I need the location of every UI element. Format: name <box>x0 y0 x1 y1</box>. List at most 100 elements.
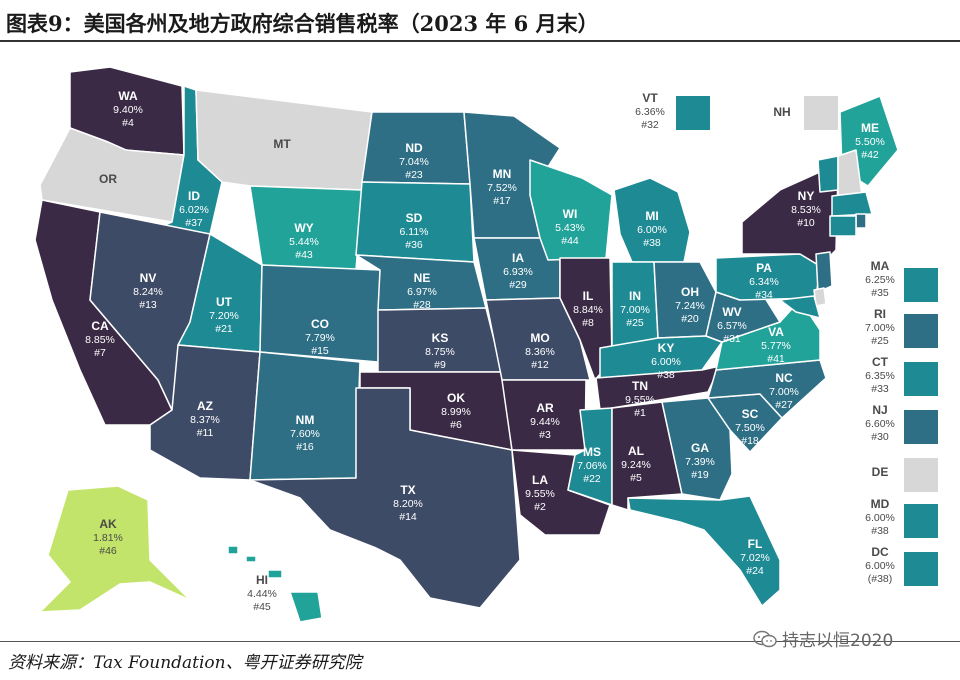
state-label-pa-rank: #34 <box>755 289 773 301</box>
legend-label-dc-rate: 6.00% <box>865 560 895 572</box>
legend-label-ri-rate: 7.00% <box>865 322 895 334</box>
legend-label-nh-abbr: NH <box>773 105 790 119</box>
state-label-ga-abbr: GA <box>691 441 709 455</box>
state-label-co-abbr: CO <box>311 317 329 331</box>
source-note: 资料来源：Tax Foundation、粤开证券研究院 <box>8 653 362 673</box>
state-ma <box>831 191 873 217</box>
state-label-wy-rate: 5.44% <box>289 236 319 248</box>
state-label-ia-rank: #29 <box>509 279 527 291</box>
legend-box-md <box>904 504 938 538</box>
state-label-co-rank: #15 <box>311 345 329 357</box>
state-label-tx-rate: 8.20% <box>393 498 423 510</box>
state-label-sd-abbr: SD <box>406 211 423 225</box>
state-label-ca-rank: #7 <box>94 347 106 359</box>
state-label-wy-rank: #43 <box>295 249 313 261</box>
state-label-ak-rank: #46 <box>99 545 117 557</box>
title-divider <box>0 40 960 42</box>
state-label-nv-abbr: NV <box>140 271 157 285</box>
legend-label-nj-rate: 6.60% <box>865 418 895 430</box>
state-label-al-rate: 9.24% <box>621 459 651 471</box>
state-label-nd-rate: 7.04% <box>399 156 429 168</box>
state-hi-islands <box>227 545 283 579</box>
state-label-ca-abbr: CA <box>91 319 109 333</box>
state-label-il-rate: 8.84% <box>573 304 603 316</box>
state-label-ms-rank: #22 <box>583 473 601 485</box>
state-label-ar-abbr: AR <box>536 401 554 415</box>
state-label-wv-abbr: WV <box>722 305 741 319</box>
state-label-nc-rank: #27 <box>775 399 793 411</box>
state-md <box>779 295 821 319</box>
state-label-ar-rank: #3 <box>539 429 551 441</box>
state-ny <box>741 171 839 267</box>
state-label-mn-abbr: MN <box>493 167 512 181</box>
state-label-me-rank: #42 <box>861 149 879 161</box>
state-label-ms-abbr: MS <box>583 445 601 459</box>
legend-box-nj <box>904 410 938 444</box>
legend-label-de-abbr: DE <box>872 465 889 479</box>
state-label-la-rate: 9.55% <box>525 488 555 500</box>
state-label-sd-rank: #36 <box>405 239 423 251</box>
legend-label-vt-rate: 6.36% <box>635 106 665 118</box>
state-label-oh-rank: #20 <box>681 313 699 325</box>
legend-label-md-rank: #38 <box>871 525 889 537</box>
state-label-or-abbr: OR <box>99 172 117 186</box>
state-label-nc-rate: 7.00% <box>769 386 799 398</box>
legend-label-ri-abbr: RI <box>874 307 886 321</box>
state-label-me-rate: 5.50% <box>855 136 885 148</box>
state-label-mi-abbr: MI <box>645 209 658 223</box>
state-label-ak-rate: 1.81% <box>93 532 123 544</box>
legend-label-nj-abbr: NJ <box>872 403 887 417</box>
state-label-mn-rate: 7.52% <box>487 182 517 194</box>
state-label-pa-rate: 6.34% <box>749 276 779 288</box>
state-label-wy-abbr: WY <box>294 221 313 235</box>
state-label-ok-rank: #6 <box>450 419 462 431</box>
state-nj <box>815 251 833 293</box>
state-label-fl-abbr: FL <box>748 537 763 551</box>
state-ri <box>855 213 867 229</box>
state-label-ut-rank: #21 <box>215 323 233 335</box>
state-label-ca-rate: 8.85% <box>85 334 115 346</box>
state-label-in-abbr: IN <box>629 289 641 303</box>
legend-box-dc <box>904 552 938 586</box>
state-il <box>559 257 613 381</box>
state-label-id-rate: 6.02% <box>179 204 209 216</box>
state-label-ky-rate: 6.00% <box>651 356 681 368</box>
state-label-ms-rate: 7.06% <box>577 460 607 472</box>
watermark: 持志以恒2020 <box>752 626 893 651</box>
wechat-icon <box>753 630 777 647</box>
state-label-tn-rank: #1 <box>634 407 646 419</box>
legend-label-ct-abbr: CT <box>872 355 889 369</box>
state-label-il-abbr: IL <box>583 289 594 303</box>
legend-label-ri-rank: #25 <box>871 335 889 347</box>
legend-label-dc-rank: (#38) <box>868 573 893 585</box>
legend-label-ma-rank: #35 <box>871 287 889 299</box>
chart-title: 图表9：美国各州及地方政府综合销售税率（2023 年 6 月末） <box>6 11 599 36</box>
legend-label-md-rate: 6.00% <box>865 512 895 524</box>
state-mi <box>613 177 691 263</box>
state-fl <box>627 495 781 607</box>
state-label-ky-rank: #38 <box>657 369 675 381</box>
state-label-co-rate: 7.79% <box>305 332 335 344</box>
state-label-la-abbr: LA <box>532 473 548 487</box>
state-label-az-abbr: AZ <box>197 399 213 413</box>
footer-divider <box>0 641 960 642</box>
state-label-ia-abbr: IA <box>512 251 524 265</box>
legend-label-vt-abbr: VT <box>642 91 658 105</box>
state-label-mi-rate: 6.00% <box>637 224 667 236</box>
state-tx <box>249 387 521 609</box>
state-label-ok-rate: 8.99% <box>441 406 471 418</box>
state-label-ny-rate: 8.53% <box>791 204 821 216</box>
state-label-ks-rank: #9 <box>434 359 446 371</box>
state-label-id-rank: #37 <box>185 217 203 229</box>
state-label-wv-rate: 6.57% <box>717 320 747 332</box>
state-label-ga-rank: #19 <box>691 469 709 481</box>
state-label-mt-abbr: MT <box>273 137 291 151</box>
state-label-oh-abbr: OH <box>681 285 699 299</box>
watermark-text: 持志以恒2020 <box>782 631 894 651</box>
state-label-nc-abbr: NC <box>775 371 793 385</box>
state-label-mo-abbr: MO <box>530 331 549 345</box>
state-label-il-rank: #8 <box>582 317 594 329</box>
legend-box-ri <box>904 314 938 348</box>
state-label-in-rate: 7.00% <box>620 304 650 316</box>
state-label-ne-rate: 6.97% <box>407 286 437 298</box>
